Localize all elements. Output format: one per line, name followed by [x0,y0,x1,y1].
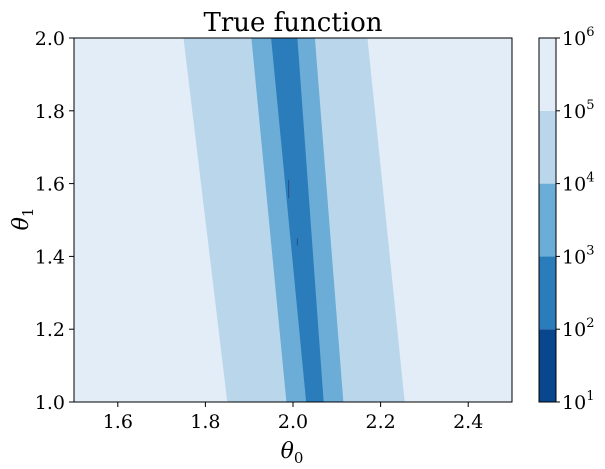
colorbar-segment [539,256,556,330]
colorbar-frame [538,37,557,403]
chart-title: True function [203,8,382,38]
y-tick-label: 1.2 [35,319,65,341]
x-tick-label: 2.0 [278,411,308,433]
y-axis-label: θ1 [9,208,37,231]
colorbar-segment [539,183,556,257]
colorbar-segment [539,38,556,111]
y-tick-label: 1.6 [35,174,65,196]
y-tick-label: 1.0 [35,392,65,414]
y-tick-label: 1.4 [35,246,65,268]
contour-band-3 [271,38,324,402]
colorbar-segment [539,110,556,184]
x-axis: 1.6 1.8 2.0 2.2 2.4 [103,402,483,433]
colorbar-tick-label: 104 [562,171,594,196]
colorbar-tick-label: 106 [562,25,594,50]
colorbar-tick-label: 101 [562,389,594,414]
colorbar-tick-label: 102 [562,316,594,341]
x-axis-label: θ0 [281,439,304,467]
plot-area [73,37,513,403]
x-tick-label: 1.8 [190,411,220,433]
colorbar-segment [539,329,556,402]
x-tick-label: 1.6 [103,411,133,433]
y-axis: 1.0 1.2 1.4 1.6 1.8 2.0 [35,28,74,414]
x-tick-label: 2.4 [453,411,483,433]
colorbar: 101 102 103 104 105 106 [538,25,594,414]
y-tick-label: 2.0 [35,28,65,50]
y-tick-label: 1.8 [35,101,65,123]
colorbar-tick-label: 105 [562,98,594,123]
colorbar-tick-label: 103 [562,243,594,268]
x-tick-label: 2.2 [365,411,395,433]
